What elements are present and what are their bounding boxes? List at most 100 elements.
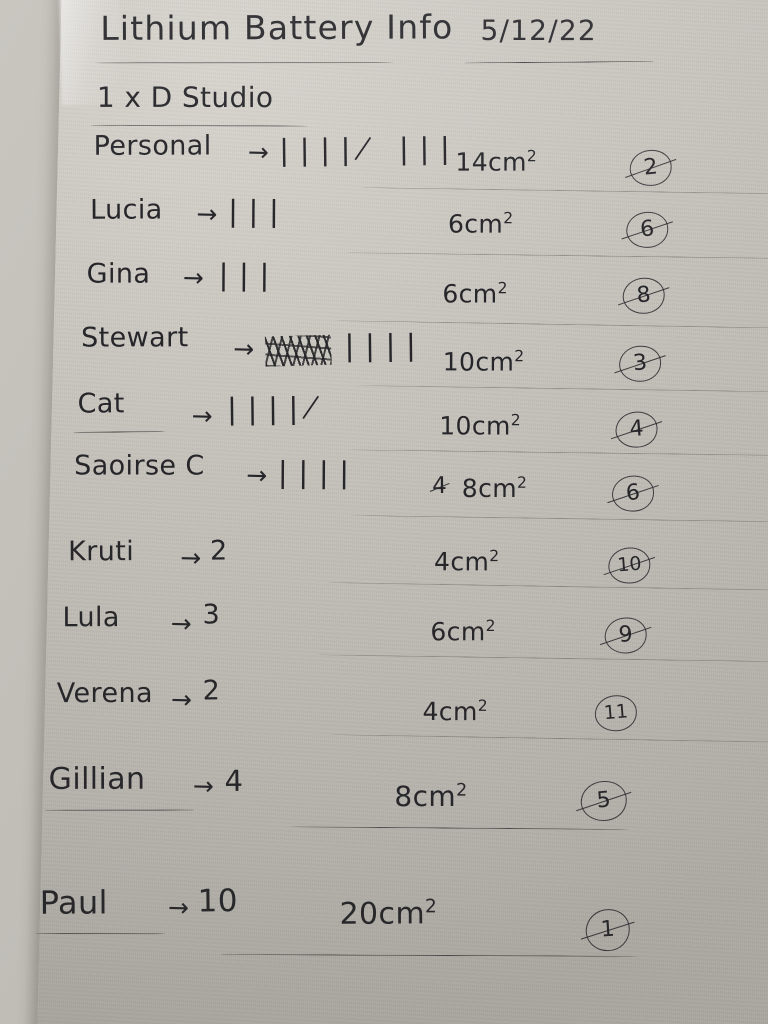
row-arrow: → — [232, 334, 256, 364]
row-area-value: 4cm — [434, 547, 490, 577]
row-name: Lula — [62, 602, 120, 634]
title-underline — [94, 62, 395, 64]
row-area-exponent: 2 — [485, 617, 496, 636]
row-name: Personal — [93, 130, 212, 162]
handwriting-layer: Lithium Battery Info 5/12/22 1 x D Studi… — [35, 0, 768, 1024]
row-area-exponent: 2 — [526, 147, 537, 166]
row-area-exponent: 2 — [424, 896, 437, 918]
row-count: 4 — [224, 763, 244, 799]
row-count: 10 — [197, 883, 239, 920]
row-tally: ∣∣∣ — [224, 193, 286, 229]
row-rule — [349, 514, 768, 523]
row-index-badge: 8 — [622, 277, 665, 315]
row-index-value: 11 — [602, 700, 629, 725]
row-area-exponent: 2 — [514, 347, 525, 366]
row-name-underline — [44, 809, 195, 811]
row-count: 3 — [202, 599, 221, 631]
note-title: Lithium Battery Info — [100, 7, 454, 48]
row-rule — [318, 654, 768, 663]
row-area: 8cm2 — [462, 474, 527, 503]
row-name: Gillian — [48, 761, 146, 797]
row-arrow: → — [246, 460, 269, 490]
row-area: 6cm2 — [430, 617, 495, 646]
row-name: Cat — [77, 388, 125, 420]
row-index-badge: 9 — [604, 617, 647, 654]
row-rule — [328, 734, 768, 743]
row-index-value: 8 — [635, 281, 652, 308]
row-area-exponent: 2 — [510, 411, 521, 430]
row-name: Stewart — [81, 322, 189, 354]
row-area-value: 20cm — [339, 896, 426, 932]
row-area: 20cm2 — [339, 896, 436, 931]
paper-sheet: Lithium Battery Info 5/12/22 1 x D Studi… — [35, 0, 768, 1024]
row-tally-scribbled-out — [264, 334, 332, 367]
row-name: Saoirse C — [74, 450, 205, 482]
row-arrow: → — [196, 199, 219, 229]
row-name: Lucia — [90, 194, 163, 226]
row-arrow: → — [167, 892, 190, 923]
row-area: 10cm2 — [439, 411, 520, 441]
row-tally: ∣∣∣ — [214, 257, 277, 293]
row-area-exponent: 2 — [516, 473, 527, 492]
row-index-badge: 5 — [580, 780, 627, 822]
row-rule — [219, 954, 640, 957]
row-index-badge: 10 — [608, 547, 651, 584]
row-rule — [327, 582, 768, 591]
row-index-value: 1 — [599, 916, 616, 943]
row-area-value: 6cm — [447, 209, 504, 239]
row-area-value: 8cm — [461, 473, 518, 504]
row-count: 2 — [209, 535, 228, 567]
row-area: 14cm2 — [455, 147, 536, 176]
row-area-exponent: 2 — [503, 209, 514, 228]
date-underline — [464, 60, 655, 64]
row-tally: ∣∣∣∣ — [274, 455, 357, 490]
row-index-badge: 2 — [629, 149, 673, 187]
row-area: 4cm2 — [422, 697, 487, 726]
row-area-value: 4cm — [422, 697, 478, 727]
row-index-badge: 6 — [626, 211, 669, 249]
row-rule — [346, 449, 768, 457]
note-subtitle: 1 x D Studio — [96, 80, 274, 115]
row-area-value: 14cm — [455, 147, 527, 177]
row-tally: ∣∣∣∣ — [340, 327, 423, 363]
row-tally: ∣∣∣∤ ∣∣∣ — [275, 131, 457, 168]
row-area: 10cm2 — [443, 347, 524, 377]
row-area-exponent: 2 — [456, 780, 468, 801]
subtitle-underline — [90, 124, 309, 127]
row-area-exponent: 2 — [489, 547, 500, 566]
row-index-value: 9 — [617, 621, 634, 648]
row-index-value: 2 — [642, 153, 659, 181]
row-area: 6cm2 — [442, 279, 507, 308]
row-arrow: → — [170, 684, 193, 715]
row-name: Paul — [39, 883, 109, 922]
row-name: Verena — [56, 677, 153, 710]
row-rule — [361, 187, 768, 195]
row-area: 8cm2 — [394, 780, 467, 813]
row-area-value: 6cm — [442, 279, 498, 309]
row-rule — [345, 252, 768, 260]
row-name-underline — [35, 933, 166, 935]
row-rule — [356, 385, 768, 393]
row-area-value: 10cm — [439, 411, 511, 441]
row-arrow: → — [191, 401, 214, 431]
row-index-value: 10 — [616, 552, 643, 577]
row-count: 2 — [202, 675, 221, 707]
row-area-value: 10cm — [442, 347, 515, 377]
row-index-badge: 3 — [618, 345, 662, 382]
row-name: Kruti — [68, 536, 135, 568]
row-index-badge: 1 — [585, 908, 630, 952]
row-area-exponent: 2 — [477, 696, 488, 715]
row-name-underline — [73, 431, 166, 433]
row-arrow: → — [192, 771, 215, 801]
row-index-badge: 4 — [615, 411, 658, 448]
row-index-value: 4 — [628, 415, 645, 442]
row-area-value: 8cm — [394, 780, 457, 814]
row-arrow: → — [247, 137, 270, 167]
row-arrow: → — [180, 542, 203, 573]
row-rule — [290, 826, 631, 830]
row-index-value: 6 — [639, 215, 656, 242]
row-area-exponent: 2 — [497, 279, 508, 298]
row-name: Gina — [86, 258, 151, 290]
row-arrow: → — [182, 262, 205, 293]
